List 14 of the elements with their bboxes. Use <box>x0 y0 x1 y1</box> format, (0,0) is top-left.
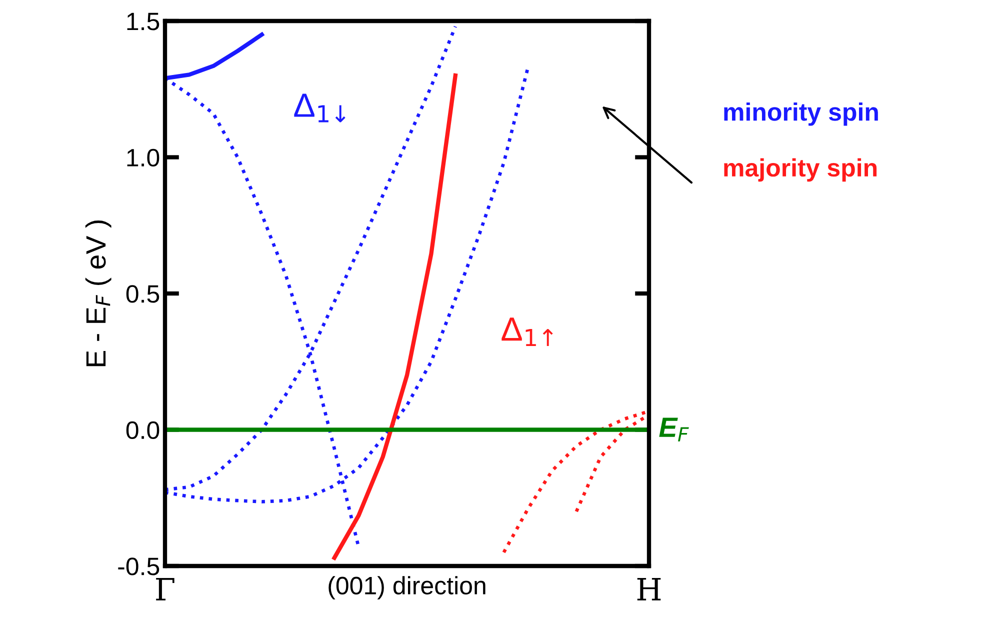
annotation: Δ$_{1↓}$ <box>294 94 346 122</box>
y-tick-label: -0.5 <box>118 558 160 576</box>
x-tick-label: H <box>637 578 661 600</box>
text: minority spin <box>724 102 878 126</box>
y-axis-title: E - E$_{F}$ ( eV ) <box>85 220 112 366</box>
y-tick-label: 0.5 <box>126 285 160 303</box>
y-tick-label: 0.0 <box>126 421 160 440</box>
y-tick-label: 1.5 <box>127 12 160 30</box>
x-tick-label: Γ <box>156 578 174 600</box>
text: majority spin <box>724 158 877 182</box>
y-tick-label: 1.0 <box>127 148 160 167</box>
x-axis-title: (001) direction <box>328 576 486 600</box>
annotation: Δ$_{1↑}$ <box>502 318 553 346</box>
ref-line-label: E$_{F}$ <box>659 418 689 442</box>
